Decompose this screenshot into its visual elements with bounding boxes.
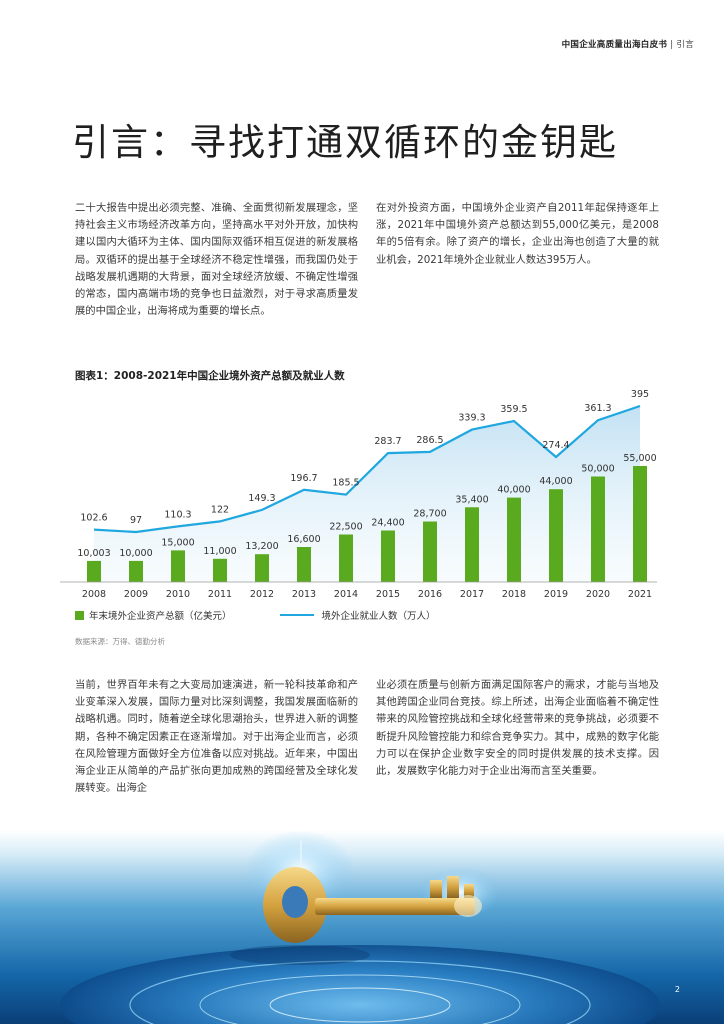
bar-label-2015: 24,400 xyxy=(371,518,404,529)
bar-label-2020: 50,000 xyxy=(581,464,614,475)
bar-label-2014: 22,500 xyxy=(329,522,362,533)
bar-asset-2012 xyxy=(255,554,269,582)
bar-label-2018: 40,000 xyxy=(497,485,530,496)
line-label-2013: 196.7 xyxy=(290,473,317,484)
employment-area xyxy=(94,406,640,582)
body-paragraph-4: 业必须在质量与创新方面满足国际客户的需求，才能与当地及其他跨国企业同台竞技。综上… xyxy=(376,679,659,778)
x-tick-2017: 2017 xyxy=(460,589,484,600)
line-label-2011: 122 xyxy=(211,504,229,515)
x-tick-2009: 2009 xyxy=(124,589,148,600)
bar-asset-2018 xyxy=(507,497,521,582)
header-separator: | xyxy=(670,40,674,50)
bar-label-2019: 44,000 xyxy=(539,476,572,487)
x-tick-2013: 2013 xyxy=(292,589,316,600)
bar-asset-2010 xyxy=(171,550,185,582)
bar-asset-2009 xyxy=(129,560,143,582)
page-title: 引言：寻找打通双循环的金钥匙 xyxy=(72,121,618,164)
x-tick-2021: 2021 xyxy=(628,589,652,600)
bar-asset-2020 xyxy=(591,476,605,582)
bar-label-2017: 35,400 xyxy=(455,494,488,505)
bar-asset-2011 xyxy=(213,558,227,582)
x-tick-2019: 2019 xyxy=(544,589,568,600)
bar-label-2021: 55,000 xyxy=(623,453,656,464)
bar-asset-2013 xyxy=(297,547,311,582)
legend-bar-label: 年末境外企业资产总额（亿美元） xyxy=(89,611,232,622)
x-tick-2018: 2018 xyxy=(502,589,526,600)
bar-asset-2016 xyxy=(423,521,437,582)
body-paragraph-3: 当前，世界百年未有之大变局加速演进，新一轮科技革命和产业变革深入发展，国际力量对… xyxy=(75,679,358,795)
bar-asset-2017 xyxy=(465,507,479,582)
chart-legend: 年末境外企业资产总额（亿美元） 境外企业就业人数（万人） xyxy=(75,608,436,622)
x-tick-2020: 2020 xyxy=(586,589,610,600)
line-label-2018: 359.5 xyxy=(500,404,527,415)
x-tick-2008: 2008 xyxy=(82,589,106,600)
line-label-2014: 185.5 xyxy=(332,478,359,489)
bar-label-2012: 13,200 xyxy=(245,541,278,552)
x-tick-2012: 2012 xyxy=(250,589,274,600)
bar-asset-2015 xyxy=(381,530,395,582)
line-label-2008: 102.6 xyxy=(80,513,107,524)
bar-label-2010: 15,000 xyxy=(161,537,194,548)
publication-name: 中国企业高质量出海白皮书 xyxy=(561,40,668,50)
x-tick-2014: 2014 xyxy=(334,589,358,600)
bar-asset-2021 xyxy=(633,466,647,582)
bar-label-2009: 10,000 xyxy=(119,548,152,559)
x-tick-2016: 2016 xyxy=(418,589,442,600)
golden-key xyxy=(263,867,482,943)
section-name: 引言 xyxy=(676,40,694,50)
bar-label-2013: 16,600 xyxy=(287,534,320,545)
line-label-2017: 339.3 xyxy=(458,413,485,424)
line-label-2015: 283.7 xyxy=(374,436,401,447)
line-label-2016: 286.5 xyxy=(416,435,443,446)
x-tick-2010: 2010 xyxy=(166,589,190,600)
chart-title: 图表1：2008-2021年中国企业境外资产总额及就业人数 xyxy=(75,370,345,382)
page-number: 2 xyxy=(674,985,680,994)
bar-asset-2019 xyxy=(549,489,563,582)
golden-key-illustration xyxy=(0,830,724,1024)
bar-asset-2014 xyxy=(339,534,353,582)
x-tick-2015: 2015 xyxy=(376,589,400,600)
intro-paragraph-2: 在对外投资方面，中国境外企业资产自2011年起保持逐年上涨，2021年中国境外资… xyxy=(376,202,659,266)
bar-label-2016: 28,700 xyxy=(413,509,446,520)
legend-line-label: 境外企业就业人数（万人） xyxy=(321,611,436,622)
legend-bar-swatch xyxy=(75,610,84,620)
bar-label-2011: 11,000 xyxy=(203,546,236,557)
line-label-2010: 110.3 xyxy=(164,509,191,520)
bar-asset-2008 xyxy=(87,560,101,582)
line-label-2020: 361.3 xyxy=(584,403,611,414)
line-label-2019: 274.4 xyxy=(542,440,569,451)
line-label-2012: 149.3 xyxy=(248,493,275,504)
employment-line xyxy=(93,404,641,534)
line-label-2021: 395 xyxy=(631,389,649,400)
running-header: 中国企业高质量出海白皮书 | 引言 xyxy=(562,38,694,50)
line-label-2009: 97 xyxy=(130,515,142,526)
data-source-note: 数据来源：万得、德勤分析 xyxy=(75,637,165,646)
assets-employment-chart: 10,003 10,000 15,000 11,000 13,200 16,600 22,5… xyxy=(60,389,657,600)
bar-label-2008: 10,003 xyxy=(77,548,110,559)
x-tick-2011: 2011 xyxy=(208,589,232,600)
intro-paragraph-1: 二十大报告中提出必须完整、准确、全面贯彻新发展理念，坚持社会主义市场经济改革方向… xyxy=(75,202,358,318)
legend-line-swatch xyxy=(279,614,314,616)
